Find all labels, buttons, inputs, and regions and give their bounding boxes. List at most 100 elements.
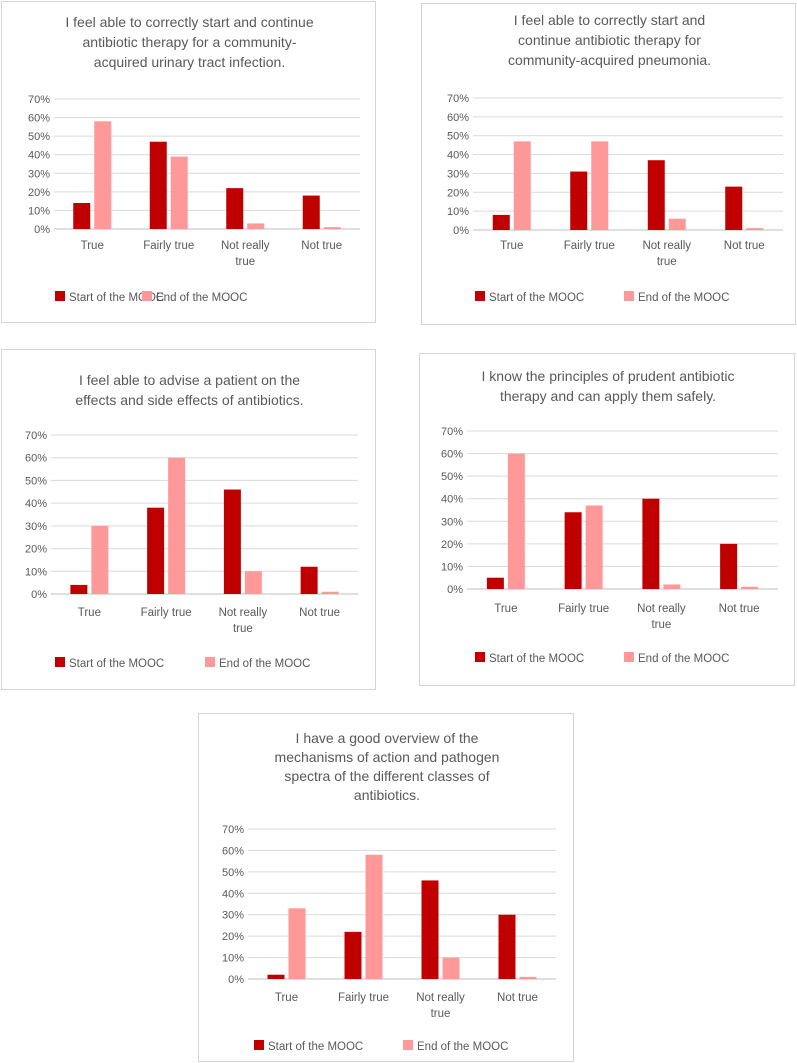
- y-tick-label: 60%: [28, 113, 50, 125]
- x-category-label: Not really true: [219, 607, 268, 635]
- x-category-label: Fairly true: [558, 603, 609, 615]
- y-tick-label: 20%: [222, 931, 244, 943]
- bar-start: [73, 203, 91, 229]
- x-category-label: Fairly true: [564, 240, 615, 252]
- x-category-label: Not really true: [416, 992, 465, 1020]
- bar-start: [149, 141, 167, 229]
- x-category-line: Fairly true: [558, 603, 609, 615]
- y-tick-label: 0%: [31, 589, 47, 601]
- bar-start: [344, 931, 362, 979]
- bar-start: [223, 489, 241, 594]
- bar-start: [647, 160, 665, 230]
- legend-label-end: End of the MOOC: [638, 653, 729, 665]
- x-category-line: Not really: [219, 607, 268, 619]
- chart-title-line: continue antibiotic therapy for: [518, 32, 701, 48]
- chart-title-line: I feel able to correctly start and: [514, 12, 705, 28]
- bar-end: [507, 453, 525, 589]
- y-tick-label: 40%: [28, 150, 50, 162]
- bar-end: [94, 121, 112, 229]
- x-category-line: Fairly true: [564, 240, 615, 252]
- chart-title: I have a good overview of the mechanisms …: [275, 730, 500, 803]
- y-tick-label: 60%: [25, 453, 47, 465]
- y-tick-label: 20%: [25, 544, 47, 556]
- legend-swatch-end: [205, 657, 215, 667]
- bar-start: [300, 566, 318, 594]
- bar-end: [519, 976, 537, 979]
- bar-start: [70, 584, 88, 594]
- bar-start: [498, 914, 516, 979]
- bar-end: [323, 227, 341, 229]
- bar-end: [365, 854, 383, 979]
- x-category-line: Fairly true: [141, 607, 192, 619]
- y-tick-label: 40%: [222, 888, 244, 900]
- x-category-label: True: [78, 607, 101, 619]
- y-tick-label: 60%: [222, 845, 244, 857]
- bar-end: [585, 505, 603, 589]
- legend-swatch-end: [403, 1040, 413, 1050]
- chart-panel-pneumonia: I feel able to correctly start and contin…: [421, 3, 796, 325]
- chart-title: I feel able to advise a patient on the ef…: [75, 372, 303, 408]
- chart-svg: I feel able to advise a patient on the ef…: [25, 372, 358, 670]
- bar-start: [725, 186, 743, 230]
- y-tick-label: 10%: [441, 561, 463, 573]
- x-category-label: Not true: [299, 607, 340, 619]
- y-tick-label: 40%: [25, 498, 47, 510]
- legend-label-start: Start of the MOOC: [69, 292, 164, 304]
- x-category-line: true: [233, 623, 253, 635]
- y-tick-label: 50%: [222, 867, 244, 879]
- y-tick-label: 50%: [25, 475, 47, 487]
- x-category-line: Fairly true: [338, 992, 389, 1004]
- chart-svg: I feel able to correctly start and conti…: [28, 14, 360, 304]
- legend-label-end: End of the MOOC: [156, 292, 247, 304]
- y-tick-label: 50%: [441, 471, 463, 483]
- bar-start: [564, 512, 582, 589]
- bar-end: [746, 228, 764, 230]
- x-category-label: Fairly true: [338, 992, 389, 1004]
- bar-end: [442, 957, 460, 979]
- y-tick-label: 10%: [447, 206, 469, 218]
- x-category-label: Not really true: [642, 240, 691, 268]
- y-tick-label: 0%: [453, 225, 469, 237]
- y-tick-label: 30%: [28, 168, 50, 180]
- y-tick-label: 30%: [25, 521, 47, 533]
- chart-title-line: I have a good overview of the: [296, 730, 479, 746]
- chart-title-line: I know the principles of prudent antibio…: [482, 368, 735, 384]
- y-tick-label: 0%: [447, 584, 463, 596]
- bar-start: [267, 974, 285, 979]
- x-category-line: Not true: [497, 992, 538, 1004]
- x-category-line: Fairly true: [143, 240, 194, 252]
- x-category-line: Not really: [416, 992, 465, 1004]
- chart-panel-uti: I feel able to correctly start and conti…: [1, 1, 376, 323]
- bar-start: [147, 507, 165, 594]
- x-category-label: True: [81, 240, 104, 252]
- chart-title: I feel able to correctly start and conti…: [65, 14, 313, 70]
- y-tick-label: 50%: [28, 131, 50, 143]
- bar-start: [570, 171, 588, 230]
- x-category-line: True: [81, 240, 104, 252]
- bar-end: [91, 525, 109, 594]
- bar-end: [170, 156, 188, 229]
- legend-label-start: Start of the MOOC: [69, 658, 164, 670]
- x-category-line: true: [651, 619, 671, 631]
- bar-end: [513, 141, 531, 230]
- chart-panel-prudent-therapy: I know the principles of prudent antibio…: [419, 353, 795, 686]
- y-tick-label: 10%: [25, 566, 47, 578]
- legend-swatch-start: [55, 291, 65, 301]
- chart-title-line: effects and side effects of antibiotics.: [75, 392, 303, 408]
- legend-label-end: End of the MOOC: [219, 658, 310, 670]
- x-category-line: True: [275, 992, 298, 1004]
- x-category-line: True: [494, 603, 517, 615]
- x-category-label: True: [500, 240, 523, 252]
- x-category-line: true: [657, 256, 677, 268]
- y-tick-label: 60%: [447, 112, 469, 124]
- x-category-label: Not true: [301, 240, 342, 252]
- y-tick-label: 40%: [447, 150, 469, 162]
- legend-label-end: End of the MOOC: [638, 292, 729, 304]
- y-tick-label: 70%: [28, 94, 50, 106]
- x-category-line: true: [431, 1008, 451, 1020]
- x-category-line: Not true: [724, 240, 765, 252]
- legend-label-start: Start of the MOOC: [489, 292, 584, 304]
- y-tick-label: 70%: [25, 430, 47, 442]
- x-category-line: true: [235, 256, 255, 268]
- y-tick-label: 20%: [28, 187, 50, 199]
